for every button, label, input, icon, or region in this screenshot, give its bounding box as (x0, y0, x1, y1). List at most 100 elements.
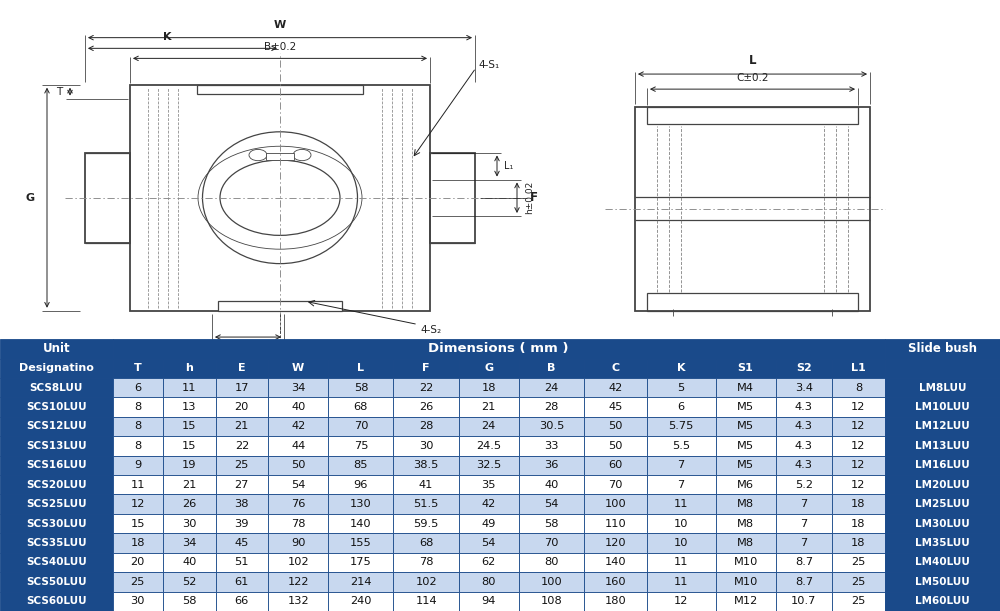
Bar (268, 417, 328, 436)
Bar (832, 514, 885, 533)
Bar (268, 436, 328, 456)
Bar (0, 339, 113, 359)
Bar (647, 494, 716, 514)
Bar (216, 456, 268, 475)
Text: SCS40LUU: SCS40LUU (26, 557, 87, 568)
Text: 26: 26 (419, 402, 433, 412)
Bar (216, 494, 268, 514)
Text: 54: 54 (291, 480, 305, 490)
Bar (716, 417, 776, 436)
Text: 4-S₁: 4-S₁ (478, 60, 499, 70)
Bar (716, 456, 776, 475)
Text: 25: 25 (131, 577, 145, 587)
Bar (393, 494, 459, 514)
Text: 24: 24 (482, 422, 496, 431)
Bar (584, 475, 647, 494)
Text: 10: 10 (674, 538, 688, 548)
Text: 180: 180 (604, 596, 626, 606)
Bar (584, 553, 647, 572)
Text: T: T (56, 87, 62, 97)
Text: 94: 94 (482, 596, 496, 606)
Text: 34: 34 (291, 382, 305, 393)
Text: SCS50LUU: SCS50LUU (26, 577, 87, 587)
Bar (328, 359, 393, 378)
Bar (0, 494, 113, 514)
Text: 7: 7 (800, 538, 808, 548)
Bar (163, 436, 216, 456)
Bar (584, 514, 647, 533)
Text: 8: 8 (134, 402, 141, 412)
Bar (885, 456, 1000, 475)
Bar (163, 417, 216, 436)
Bar (584, 533, 647, 553)
Bar (885, 553, 1000, 572)
Bar (776, 553, 832, 572)
Text: W: W (274, 20, 286, 30)
Text: S1: S1 (738, 363, 753, 373)
Text: 18: 18 (481, 382, 496, 393)
Text: 90: 90 (291, 538, 305, 548)
Bar (113, 417, 163, 436)
Bar (584, 397, 647, 417)
Text: 21: 21 (235, 422, 249, 431)
Bar (647, 359, 716, 378)
Bar (459, 572, 519, 591)
Bar (268, 456, 328, 475)
Text: M5: M5 (737, 460, 754, 470)
Bar (776, 572, 832, 591)
Bar (0, 359, 113, 378)
Text: 4.3: 4.3 (795, 460, 813, 470)
Bar (885, 591, 1000, 611)
Text: 42: 42 (291, 422, 305, 431)
Text: h±0.02: h±0.02 (525, 181, 534, 214)
Bar (519, 494, 584, 514)
Bar (113, 436, 163, 456)
Text: M8: M8 (737, 519, 754, 529)
Bar (393, 533, 459, 553)
Text: SCS12LUU: SCS12LUU (26, 422, 87, 431)
Text: 8: 8 (134, 441, 141, 451)
Text: 25: 25 (851, 557, 866, 568)
Bar (832, 456, 885, 475)
Bar (519, 456, 584, 475)
Bar (393, 572, 459, 591)
Bar (163, 494, 216, 514)
Text: 40: 40 (291, 402, 305, 412)
Bar (519, 553, 584, 572)
Text: 38.5: 38.5 (413, 460, 439, 470)
Bar (776, 436, 832, 456)
Bar (268, 553, 328, 572)
Bar (113, 359, 163, 378)
Bar (885, 359, 1000, 378)
Bar (85, 153, 130, 243)
Bar (885, 339, 1000, 359)
Bar (113, 339, 885, 359)
Bar (647, 456, 716, 475)
Bar (647, 572, 716, 591)
Bar (0, 591, 113, 611)
Text: S2: S2 (796, 363, 812, 373)
Bar (716, 378, 776, 397)
Text: 52: 52 (182, 577, 196, 587)
Bar (519, 514, 584, 533)
Text: 26: 26 (182, 499, 196, 509)
Text: LM10LUU: LM10LUU (915, 402, 970, 412)
Bar (113, 494, 163, 514)
Text: 30.5: 30.5 (539, 422, 564, 431)
Bar (328, 591, 393, 611)
Text: 11: 11 (674, 557, 688, 568)
Bar (216, 359, 268, 378)
Text: M10: M10 (733, 577, 758, 587)
Bar (459, 533, 519, 553)
Bar (113, 397, 163, 417)
Bar (776, 475, 832, 494)
Text: LM8LUU: LM8LUU (919, 382, 966, 393)
Text: 85: 85 (354, 460, 368, 470)
Text: 100: 100 (604, 499, 626, 509)
Bar (459, 591, 519, 611)
Bar (584, 572, 647, 591)
Text: 13: 13 (182, 402, 196, 412)
Bar (393, 397, 459, 417)
Bar (885, 397, 1000, 417)
Text: 12: 12 (851, 460, 866, 470)
